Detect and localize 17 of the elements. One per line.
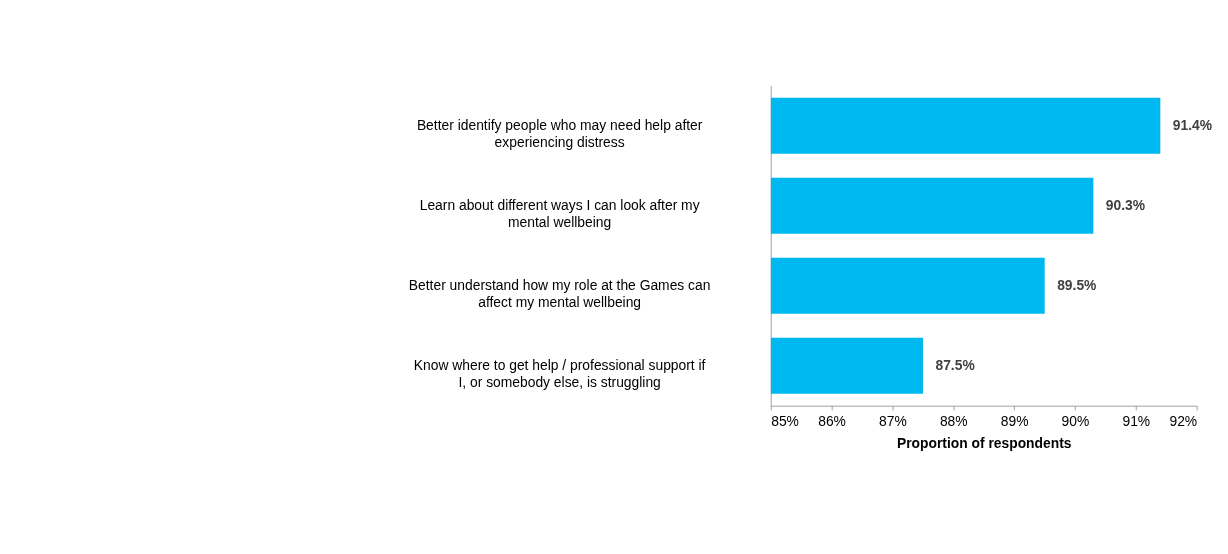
x-axis-title: Proportion of respondents	[896, 434, 1072, 451]
data-label: 89.5%	[1057, 276, 1097, 293]
x-tick-label: 91%	[1122, 412, 1151, 429]
x-tick-label: 86%	[818, 412, 846, 429]
y-tick-label: Better understand how my role at the Games can affect my mental wellbeing	[408, 276, 711, 310]
x-tick-label: 87%	[879, 412, 907, 429]
x-tick-label: 88%	[939, 412, 968, 429]
x-tick-label: 89%	[1000, 412, 1029, 429]
data-label: 90.3%	[1105, 196, 1146, 213]
y-tick-label: Know where to get help / professional support if I, or somebody else, is struggling	[413, 356, 706, 390]
x-tick-label: 92%	[1169, 412, 1198, 429]
data-label: 91.4%	[1172, 117, 1213, 133]
data-label: 87.5%	[935, 356, 975, 373]
x-tick-label: 90%	[1061, 412, 1090, 429]
y-tick-label: Better identify people who may need help after experiencing distress	[416, 117, 703, 150]
x-tick-label: 85%	[771, 412, 799, 429]
y-tick-label: Learn about different ways I can look after my mental wellbeing	[419, 196, 700, 230]
